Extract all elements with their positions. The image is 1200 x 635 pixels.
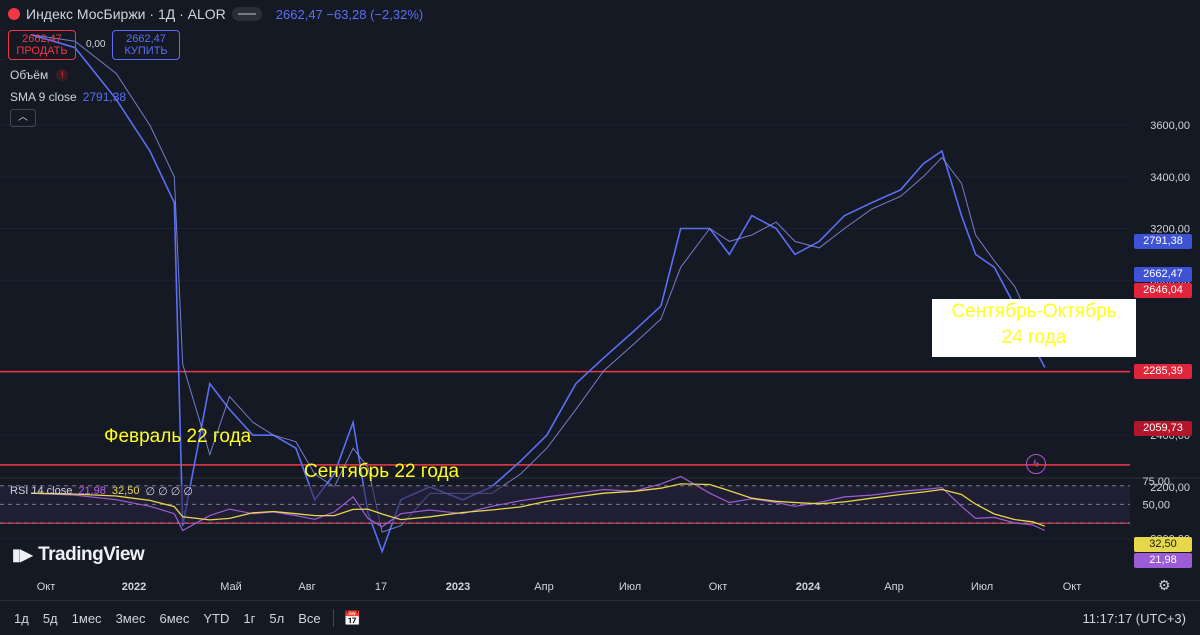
tradingview-mark-icon: ▮▶ — [12, 547, 33, 564]
x-tick-label: Июл — [619, 581, 641, 593]
x-tick-label: 2022 — [122, 581, 146, 593]
symbol-logo-icon — [8, 8, 20, 20]
range-5d[interactable]: 5д — [42, 610, 58, 626]
rsi-ma-tag: 32,50 — [1134, 537, 1192, 552]
range-1y[interactable]: 1г — [243, 610, 256, 626]
range-ytd[interactable]: YTD — [203, 610, 230, 626]
x-tick-label: Май — [220, 581, 242, 593]
tradingview-text: TradingView — [38, 544, 145, 565]
tradingview-logo: ▮▶ TradingView — [12, 544, 145, 566]
annotation-sep-oct24-line2: 24 года — [1001, 327, 1067, 348]
rsi-tag: 21,98 — [1134, 553, 1192, 568]
clock-readout: 11:17:17 (UTC+3) — [1082, 610, 1186, 626]
header-price: 2662,47 −63,28 (−2,32%) — [275, 6, 424, 22]
horizontal-levels — [0, 370, 1130, 524]
visibility-toggle-icon[interactable] — [231, 7, 262, 21]
annotation-feb22: Февраль 22 года — [104, 426, 252, 447]
gear-icon[interactable]: ⚙ — [1158, 577, 1171, 593]
volume-indicator[interactable]: Объём ! — [10, 68, 69, 82]
x-tick-label: Авг — [298, 581, 315, 593]
price-series — [30, 33, 1046, 554]
buy-button[interactable]: 2662,47 КУПИТЬ — [112, 30, 180, 60]
x-tick-label: Апр — [534, 581, 553, 593]
x-axis: Окт 2022 Май Авг 17 2023 Апр Июл Окт 2024 Апр Июл Ок… — [37, 581, 1082, 593]
chart-title[interactable]: Индекс МосБиржи · 1Д · ALOR — [26, 6, 226, 22]
rsi-legend[interactable]: RSI 14 close 21,98 32,50 ∅ ∅ ∅ ∅ — [10, 485, 193, 498]
price-line — [30, 33, 1046, 554]
sma-line — [30, 34, 1046, 533]
sma-indicator[interactable]: SMA 9 close 2791,38 — [10, 90, 126, 104]
y-tick-label: 2200,00 — [1150, 482, 1190, 494]
warning-icon[interactable]: ! — [56, 69, 69, 81]
volume-label: Объём — [10, 68, 49, 82]
level1-price-tag: 2646,04 — [1134, 283, 1192, 298]
sma-value: 2791,38 — [82, 90, 127, 104]
level2-price-tag: 2285,39 — [1134, 364, 1192, 379]
range-6m[interactable]: 6мес — [159, 610, 190, 626]
y-axis: 3600,003400,003200,003000,002400,002200,… — [1142, 120, 1190, 545]
rsi-extra-values: ∅ ∅ ∅ ∅ — [145, 486, 193, 498]
x-tick-label: Окт — [37, 581, 56, 593]
spread-value: 0,00 — [86, 39, 106, 50]
rsi-label: RSI 14 close — [10, 485, 73, 497]
x-tick-label: 2023 — [446, 581, 470, 593]
rsi-tick-label: 75,00 — [1142, 476, 1170, 488]
x-tick-label: Июл — [971, 581, 993, 593]
x-tick-label: 2024 — [796, 581, 821, 593]
chart-header: Индекс МосБиржи · 1Д · ALOR 2662,47 −63,… — [8, 6, 423, 22]
buy-price: 2662,47 — [126, 33, 166, 45]
range-3m[interactable]: 3мес — [115, 610, 146, 626]
x-tick-label: Окт — [1063, 581, 1082, 593]
y-tick-label: 3600,00 — [1150, 120, 1190, 132]
range-5y[interactable]: 5л — [269, 610, 285, 626]
y-tick-label: 3200,00 — [1150, 224, 1190, 236]
sell-price: 2662,47 — [22, 33, 62, 45]
rsi-panel — [0, 475, 1130, 532]
annotation-sep-oct24-line1: Сентябрь-Октябрь — [951, 301, 1117, 322]
sell-button[interactable]: 2662,47 ПРОДАТЬ — [8, 30, 76, 60]
rsi-ma-line — [30, 483, 1046, 527]
annotation-sep-oct24: Сентябрь-Октябрь 24 года — [932, 299, 1136, 357]
annotation-sep22: Сентябрь 22 года — [304, 461, 460, 482]
sell-label: ПРОДАТЬ — [16, 45, 68, 57]
x-tick-label: Апр — [884, 581, 903, 593]
y-tick-label: 3400,00 — [1150, 172, 1190, 184]
x-tick-label: 17 — [375, 581, 387, 593]
collapse-chevron-up-icon[interactable]: ︿ — [10, 109, 36, 127]
toolbar-divider — [332, 609, 334, 627]
sma-label: SMA 9 close — [10, 90, 77, 104]
rsi-ma-value: 32,50 — [111, 485, 140, 497]
sma-price-tag: 2791,38 — [1134, 234, 1192, 249]
calendar-icon[interactable]: 📅 — [343, 609, 362, 626]
rsi-tick-label: 50,00 — [1142, 499, 1170, 511]
lightning-icon[interactable]: ϟ — [1026, 454, 1046, 474]
level3-price-tag: 2059,73 — [1134, 421, 1192, 436]
x-tick-label: Окт — [709, 581, 728, 593]
rsi-value: 21,98 — [78, 485, 106, 497]
bottom-toolbar: 1д 5д 1мес 3мес 6мес YTD 1г 5л Все 📅 11:… — [0, 600, 1200, 635]
range-all[interactable]: Все — [298, 610, 321, 626]
buy-label: КУПИТЬ — [124, 45, 168, 57]
range-1m[interactable]: 1мес — [71, 610, 102, 626]
last-price-tag: 2662,47 — [1134, 267, 1192, 282]
rsi-line — [30, 475, 1046, 532]
range-1d[interactable]: 1д — [14, 610, 29, 626]
